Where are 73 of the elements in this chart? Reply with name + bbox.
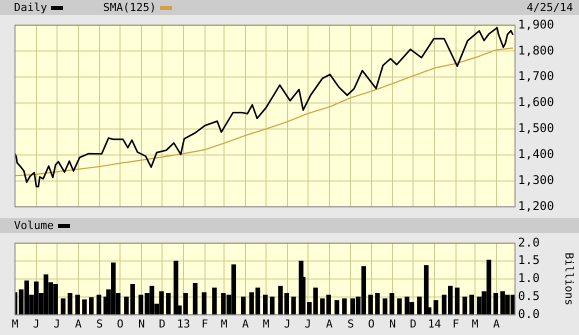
bar [124, 296, 129, 315]
x-tick-label: A [493, 317, 500, 330]
x-tick-label: N [389, 317, 396, 330]
bar [202, 292, 206, 315]
bar [192, 282, 198, 315]
legend-label: Volume [14, 219, 55, 232]
bar [462, 296, 468, 315]
x-tick-label: 13 [176, 317, 190, 330]
x-tick-label: J [304, 317, 312, 330]
bar [469, 294, 474, 315]
x-tick-label: D [410, 317, 417, 330]
x-tick-label: J [284, 317, 291, 330]
y-tick-label: 0.5 [518, 289, 540, 304]
x-tick-label: F [452, 317, 460, 330]
bar [75, 294, 80, 315]
x-tick-label: N [138, 317, 145, 330]
bar [375, 292, 380, 315]
x-tick-label: 14 [428, 317, 442, 330]
y-tick-label: 1,600 [518, 95, 554, 110]
x-tick-label: O [368, 317, 375, 330]
y-tick-label: 0.0 [518, 306, 540, 321]
y-axis-title: Billions [562, 252, 576, 306]
x-tick-label: F [202, 317, 208, 330]
bar [434, 300, 438, 315]
x-tick-label: J [54, 317, 60, 330]
x-tick-label: S [96, 317, 103, 330]
y-tick-label: 1,200 [518, 198, 554, 213]
x-tick-label: A [326, 317, 333, 330]
bar [493, 292, 498, 315]
x-tick-label: J [33, 317, 40, 330]
bar [82, 299, 87, 315]
y-tick-label: 1,300 [518, 172, 554, 187]
bar [382, 298, 388, 315]
bar [417, 296, 422, 315]
y-tick-label: 1,900 [518, 17, 554, 32]
x-tick-label: D [158, 317, 166, 330]
bar [212, 288, 217, 315]
bar [96, 294, 102, 315]
bar [270, 296, 275, 315]
bar [368, 294, 373, 315]
bar [241, 296, 246, 315]
y-tick-label: 1,400 [518, 147, 554, 162]
bar [130, 284, 135, 315]
text: 4/25/14 [526, 1, 573, 14]
y-tick-label: 1.0 [518, 271, 540, 286]
bar [454, 288, 460, 315]
x-tick-label: M [262, 317, 270, 330]
bar [89, 297, 94, 315]
x-tick-label: M [12, 317, 19, 330]
y-tick-label: 1.5 [518, 253, 540, 268]
y-tick-label: 1,700 [518, 69, 554, 84]
bar [291, 296, 296, 315]
legend-label: Daily [14, 1, 48, 14]
bar [424, 265, 429, 315]
x-tick-label: S [347, 317, 354, 330]
y-tick-label: 2.0 [518, 235, 540, 250]
x-tick-label: M [472, 317, 479, 330]
bar [263, 294, 268, 315]
bar [174, 260, 178, 315]
bar [60, 298, 66, 315]
x-tick-label: M [220, 317, 228, 330]
bar [390, 292, 394, 315]
y-tick-label: 1,800 [518, 43, 554, 58]
legend-label: SMA(125) [103, 1, 158, 14]
bar [68, 292, 72, 315]
y-tick-label: 1,500 [518, 121, 554, 136]
x-tick-label: A [74, 317, 82, 330]
bar [397, 298, 402, 315]
x-tick-label: O [116, 317, 124, 330]
x-tick-label: A [242, 317, 250, 330]
bar [334, 300, 340, 315]
bar [342, 298, 347, 315]
bar [166, 292, 171, 315]
